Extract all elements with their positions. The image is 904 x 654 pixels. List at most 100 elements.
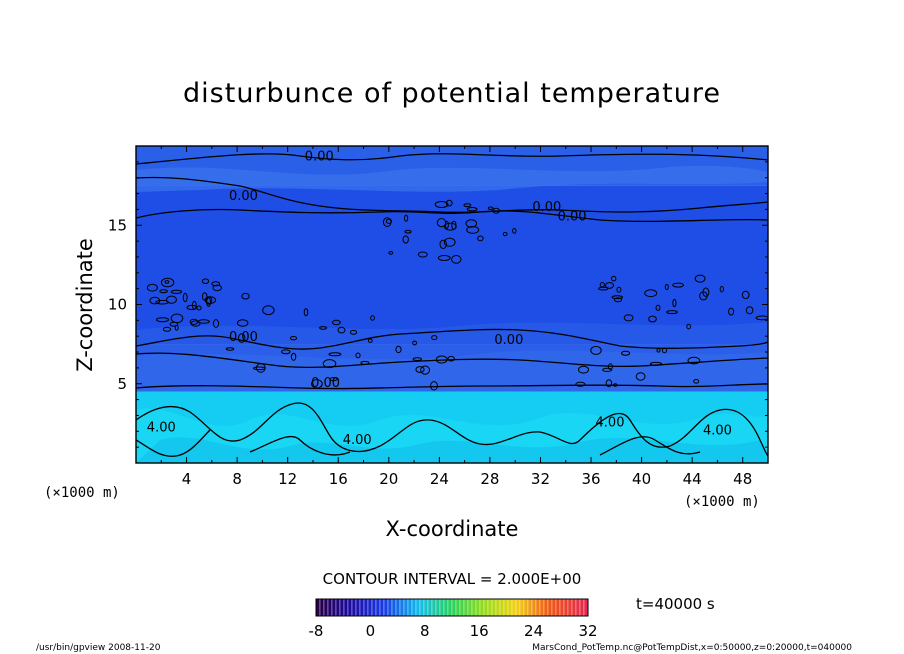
contour-blob-7	[186, 304, 198, 311]
colorbar-cell-32	[443, 598, 449, 617]
contour-lines	[136, 153, 768, 457]
contour-blob-82	[370, 315, 375, 321]
colorbar-cell-4	[331, 598, 337, 617]
contour-blob-69	[447, 355, 455, 362]
contour-blob-57	[303, 308, 309, 317]
colorbar-frame	[315, 598, 589, 617]
x-unit-right: (×1000 m)	[684, 494, 760, 510]
colorbar-cell-64	[571, 598, 577, 617]
contour-label-3: 0.00	[558, 209, 587, 224]
colorbar-cell-40	[475, 598, 481, 617]
colorbar-cell-62	[563, 598, 569, 617]
contour-blob-25	[156, 317, 169, 323]
contour-blob-36	[477, 235, 484, 242]
contour-blob-112	[605, 379, 613, 388]
colorbar-cell-52	[523, 598, 529, 617]
x-tick-label-7: 32	[531, 470, 550, 488]
colorbar-cell-59	[551, 598, 557, 617]
contour-blob-45	[434, 201, 449, 208]
x-tick-label-3: 16	[329, 470, 348, 488]
colorbar-cell-31	[439, 598, 445, 617]
chart-title: disturbunce of potential temperature	[183, 78, 721, 109]
x-tick-label-4: 20	[379, 470, 398, 488]
colorbar-cell-46	[499, 598, 505, 617]
colorbar-cell-41	[479, 598, 485, 617]
contour-blob-76	[238, 333, 246, 343]
colorbar-cell-5	[335, 598, 341, 617]
colorbar-cell-26	[419, 598, 425, 617]
contour-blob-51	[512, 228, 517, 234]
colorbar-cell-3	[327, 598, 333, 617]
contour-blob-22	[174, 324, 179, 331]
contour-0	[136, 153, 768, 165]
contour-9	[249, 435, 351, 456]
contour-blob-123	[693, 379, 700, 384]
contour-blob-96	[672, 282, 684, 288]
contour-blob-50	[404, 229, 412, 234]
contour-blob-26	[146, 283, 158, 292]
contour-blob-121	[661, 347, 668, 354]
x-tick-label-1: 8	[232, 470, 242, 488]
colorbar-cell-8	[347, 598, 353, 617]
contour-blob-42	[437, 255, 451, 261]
x-tick-label-11: 48	[733, 470, 752, 488]
contour-blob-90	[605, 282, 614, 289]
contour-blob-95	[745, 306, 754, 315]
colorbar-cell-51	[519, 598, 525, 617]
y-axis-ticks: 5 10 15	[108, 161, 768, 448]
contour-blob-84	[262, 305, 275, 316]
contour-blob-71	[415, 366, 425, 373]
colorbar-cell-22	[403, 598, 409, 617]
colorbar-cell-44	[491, 598, 497, 617]
contour-blob-49	[466, 207, 478, 212]
colorbar-cell-23	[407, 598, 413, 617]
colorbar-cell-66	[579, 598, 585, 617]
contour-blob-66	[289, 336, 298, 341]
colorbar-cell-43	[487, 598, 493, 617]
contour-blob-85	[420, 365, 431, 375]
colorbar-cell-1	[319, 598, 325, 617]
contour-blob-116	[613, 383, 618, 387]
colorbar-cell-27	[423, 598, 429, 617]
contour-blob-97	[699, 291, 708, 301]
contour-label-6: 0.00	[311, 376, 340, 391]
contour-label-4: 0.00	[229, 330, 258, 345]
contour-10	[599, 436, 701, 456]
contour-blob-101	[664, 283, 669, 291]
contour-label-9: 4.00	[596, 416, 625, 431]
contour-blob-72	[367, 338, 373, 343]
colorbar-cell-20	[395, 598, 401, 617]
contour-blob-113	[649, 361, 663, 366]
contour-blob-13	[159, 289, 168, 294]
contour-blob-32	[487, 206, 494, 210]
contour-blob-53	[417, 251, 428, 258]
contour-blob-109	[655, 304, 661, 311]
contour-blob-17	[170, 289, 183, 294]
colorbar-cell-29	[431, 598, 437, 617]
contour-blob-78	[332, 319, 341, 326]
contour-label-10: 4.00	[703, 423, 732, 438]
colorbar-cell-34	[451, 598, 457, 617]
contour-blob-92	[611, 275, 617, 282]
contour-blob-73	[311, 379, 323, 389]
colorbar-cell-50	[515, 598, 521, 617]
contour-blob-64	[412, 340, 418, 346]
contour-blob-83	[322, 359, 337, 369]
contour-blob-103	[672, 298, 677, 308]
contour-interval-text: CONTOUR INTERVAL = 2.000E+00	[323, 570, 582, 588]
contour-blob-30	[445, 199, 453, 207]
colorbar-cell-55	[535, 598, 541, 617]
colorbar-tick-label-3: 16	[470, 622, 489, 640]
plot-area: 0.000.000.000.000.00 0.000.004.004.004.00…	[136, 146, 768, 463]
contour-blob-8	[162, 326, 172, 332]
contour-7	[579, 408, 768, 457]
contour-6	[136, 402, 581, 453]
contour-blob-111	[575, 381, 586, 387]
contour-blob-5	[160, 277, 175, 288]
colorbar-cell-19	[391, 598, 397, 617]
contour-blob-114	[590, 345, 602, 355]
colorbar-cell-54	[531, 598, 537, 617]
contour-blob-104	[666, 310, 678, 315]
contour-blob-99	[728, 307, 735, 316]
